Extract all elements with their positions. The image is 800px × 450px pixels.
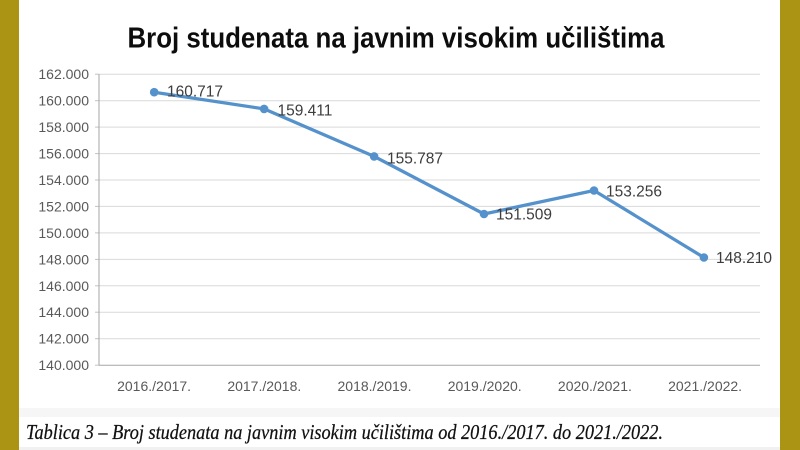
svg-text:2018./2019.: 2018./2019. <box>338 378 412 394</box>
svg-text:146.000: 146.000 <box>38 278 89 294</box>
svg-text:156.000: 156.000 <box>38 146 89 162</box>
svg-text:159.411: 159.411 <box>278 103 333 120</box>
svg-text:150.000: 150.000 <box>38 225 89 241</box>
svg-text:160.000: 160.000 <box>38 93 89 109</box>
svg-text:154.000: 154.000 <box>38 172 89 188</box>
svg-text:2020./2021.: 2020./2021. <box>558 378 632 394</box>
svg-text:140.000: 140.000 <box>38 357 89 373</box>
svg-text:151.509: 151.509 <box>496 207 552 224</box>
svg-text:162.000: 162.000 <box>38 66 89 82</box>
svg-text:148.210: 148.210 <box>716 250 772 267</box>
svg-text:148.000: 148.000 <box>38 251 89 267</box>
svg-text:153.256: 153.256 <box>606 183 662 200</box>
svg-text:155.787: 155.787 <box>387 151 443 168</box>
svg-text:Broj studenata na javnim visok: Broj studenata na javnim visokim učilišt… <box>128 22 666 54</box>
svg-text:Tablica 3 – Broj studenata na: Tablica 3 – Broj studenata na javnim vis… <box>26 420 663 444</box>
svg-text:2019./2020.: 2019./2020. <box>448 378 522 394</box>
svg-text:160.717: 160.717 <box>167 84 223 101</box>
svg-text:144.000: 144.000 <box>38 304 89 320</box>
svg-text:142.000: 142.000 <box>38 331 89 347</box>
svg-text:152.000: 152.000 <box>38 198 89 214</box>
svg-text:2017./2018.: 2017./2018. <box>227 378 301 394</box>
svg-text:2021./2022.: 2021./2022. <box>668 378 742 394</box>
svg-text:158.000: 158.000 <box>38 119 89 135</box>
svg-text:2016./2017.: 2016./2017. <box>117 378 191 394</box>
